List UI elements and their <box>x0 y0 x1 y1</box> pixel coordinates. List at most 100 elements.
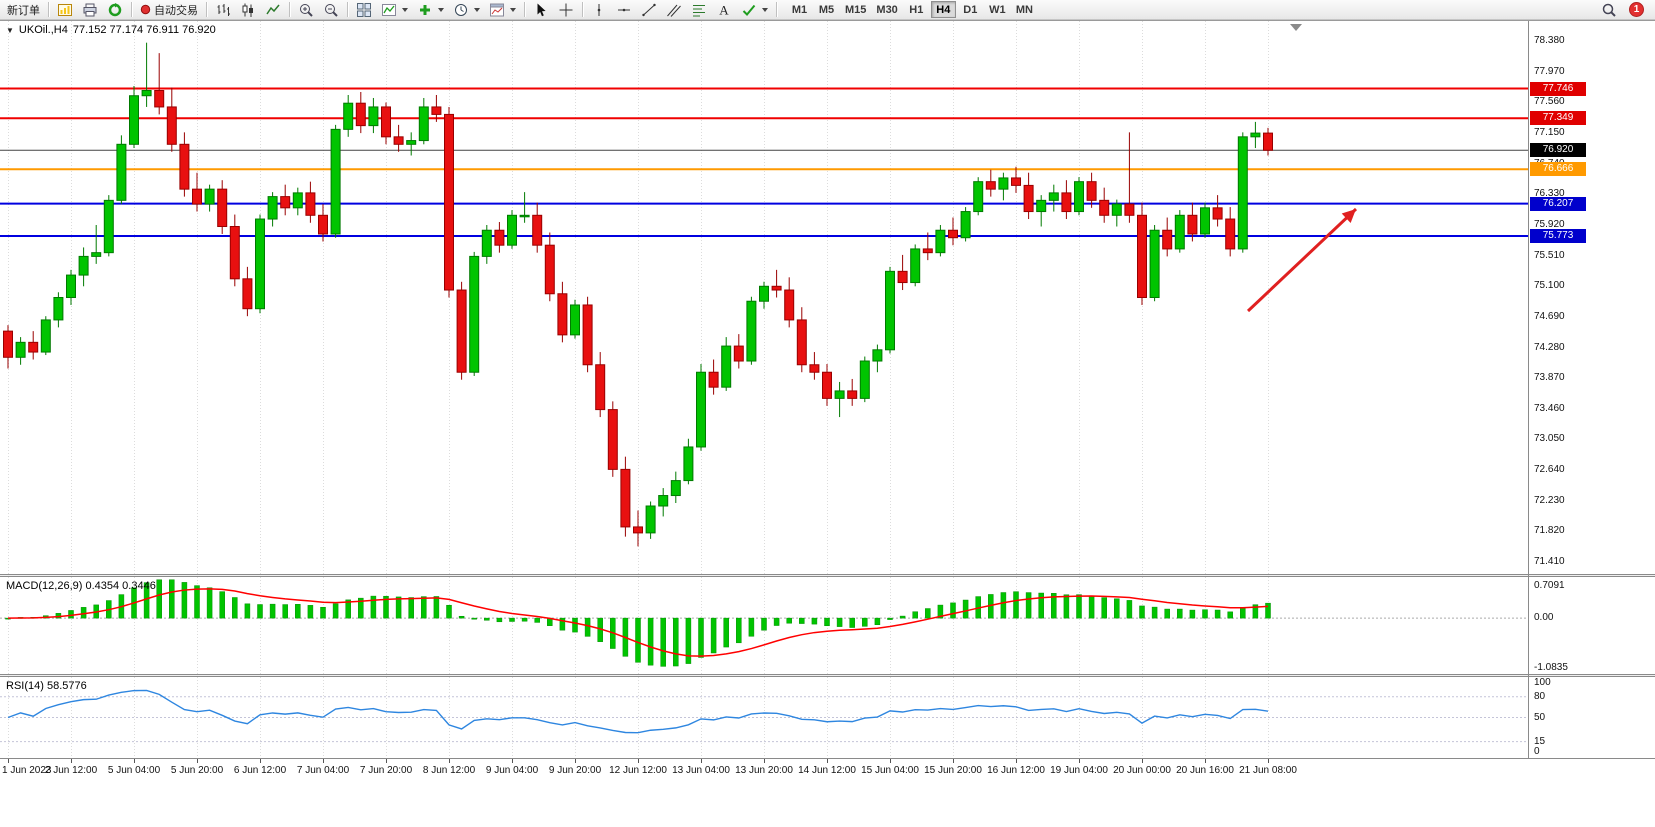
macd-canvas[interactable] <box>0 577 1528 674</box>
tile-windows-icon <box>357 2 371 17</box>
cursor-button[interactable] <box>529 1 553 19</box>
axis-label: 71.820 <box>1534 525 1565 537</box>
time-tick <box>449 759 450 763</box>
axis-label: 72.640 <box>1534 464 1565 476</box>
axis-label: 77.560 <box>1534 96 1565 108</box>
zoom-out-button[interactable] <box>319 1 343 19</box>
timeframe-button-w1[interactable]: W1 <box>985 1 1010 18</box>
indicators-button[interactable] <box>377 1 412 19</box>
rsi-panel[interactable]: RSI(14) 58.5776 <box>0 677 1528 758</box>
axis-label: 71.410 <box>1534 556 1565 568</box>
horizontal-line-icon <box>618 8 630 11</box>
time-axis-label: 5 Jun 04:00 <box>107 765 161 776</box>
refresh-icon <box>108 2 122 16</box>
timeframe-button-d1[interactable]: D1 <box>958 1 983 18</box>
toolbar: 新订单 自动交易 A M1 M5 M15 M <box>0 0 1655 20</box>
expand-arrow-icon[interactable]: ▼ <box>6 25 14 35</box>
price-badge: 76.920 <box>1530 143 1586 158</box>
horizontal-line-button[interactable] <box>612 1 636 19</box>
toolbar-separator <box>582 2 583 17</box>
time-axis-label: 20 Jun 00:00 <box>1113 765 1171 776</box>
print-icon <box>83 3 97 16</box>
axis-label: 75.100 <box>1534 280 1565 292</box>
timeframe-button-m15[interactable]: M15 <box>841 1 870 18</box>
new-chart-button[interactable] <box>53 1 77 19</box>
templates-button[interactable] <box>485 1 520 19</box>
price-axis[interactable]: 78.38077.97077.56077.15076.74076.33075.9… <box>1528 21 1655 758</box>
time-axis-label: 1 Jun 2023 <box>2 765 52 776</box>
timeframe-button-m30[interactable]: M30 <box>872 1 901 18</box>
chevron-down-icon <box>762 7 768 12</box>
line-chart-button[interactable] <box>261 1 285 19</box>
periods-button[interactable] <box>449 1 484 19</box>
timeframe-button-m5[interactable]: M5 <box>814 1 839 18</box>
ohlc-text: 77.152 77.174 76.911 76.920 <box>72 24 216 36</box>
arrows-button[interactable] <box>737 1 772 19</box>
candlestick-button[interactable] <box>236 1 260 19</box>
time-axis-label: 16 Jun 12:00 <box>987 765 1045 776</box>
notification-badge[interactable]: 1 <box>1629 2 1644 17</box>
time-tick <box>638 759 639 763</box>
new-order-button[interactable]: 新订单 <box>3 1 44 19</box>
axis-label: 76.330 <box>1534 188 1565 200</box>
time-axis-label: 15 Jun 04:00 <box>861 765 919 776</box>
time-tick <box>134 759 135 763</box>
time-tick <box>323 759 324 763</box>
timeframe-button-mn[interactable]: MN <box>1012 1 1037 18</box>
price-chart-panel[interactable]: ▼ UKOil.,H4 77.152 77.174 76.911 76.920 <box>0 21 1528 574</box>
time-axis-label: 8 Jun 12:00 <box>422 765 476 776</box>
timeframe-button-h4[interactable]: H4 <box>930 1 956 18</box>
refresh-button[interactable] <box>103 1 127 19</box>
time-axis-label: 12 Jun 12:00 <box>609 765 667 776</box>
bar-chart-icon <box>217 3 230 16</box>
time-axis-label: 20 Jun 16:00 <box>1176 765 1234 776</box>
time-axis-label: 15 Jun 20:00 <box>924 765 982 776</box>
bar-chart-button[interactable] <box>211 1 235 19</box>
axis-label: 80 <box>1534 690 1546 702</box>
trendline-button[interactable] <box>637 1 661 19</box>
chart-symbol-label: ▼ UKOil.,H4 77.152 77.174 76.911 76.920 <box>6 24 216 36</box>
autotrading-button[interactable]: 自动交易 <box>136 1 202 19</box>
timeframe-button-h1[interactable]: H1 <box>904 1 929 18</box>
toolbar-separator <box>776 2 777 17</box>
crosshair-button[interactable] <box>554 1 578 19</box>
timeframe-button-m1[interactable]: M1 <box>787 1 812 18</box>
time-axis-label: 9 Jun 20:00 <box>548 765 602 776</box>
crosshair-icon <box>559 3 573 16</box>
toolbar-separator <box>289 2 290 17</box>
tile-windows-button[interactable] <box>352 1 376 19</box>
panel-splitter[interactable] <box>0 574 1655 577</box>
vertical-line-button[interactable] <box>587 1 611 19</box>
time-tick <box>1142 759 1143 763</box>
time-tick <box>197 759 198 763</box>
rsi-canvas[interactable] <box>0 677 1528 758</box>
add-indicator-button[interactable] <box>413 1 448 19</box>
time-axis-label: 9 Jun 04:00 <box>485 765 539 776</box>
vertical-line-icon <box>597 3 601 16</box>
axis-label: 15 <box>1534 735 1546 747</box>
time-axis[interactable]: 1 Jun 2023 2 Jun 12:00 5 Jun 04:00 5 Jun 20… <box>0 758 1655 778</box>
fibonacci-button[interactable] <box>687 1 711 19</box>
time-tick <box>1268 759 1269 763</box>
axis-label: 73.870 <box>1534 372 1565 384</box>
panel-splitter[interactable] <box>0 674 1655 677</box>
time-tick <box>575 759 576 763</box>
time-tick <box>260 759 261 763</box>
toolbar-separator <box>347 2 348 17</box>
cursor-icon <box>537 3 546 16</box>
trendline-icon <box>642 3 656 16</box>
toolbar-separator <box>524 2 525 17</box>
price-chart-canvas[interactable] <box>0 21 1528 574</box>
zoom-in-button[interactable] <box>294 1 318 19</box>
text-button[interactable]: A <box>712 1 736 19</box>
toolbar-separator <box>48 2 49 17</box>
zoom-in-icon <box>300 3 313 17</box>
search-button[interactable] <box>1597 1 1621 19</box>
time-axis-label: 7 Jun 20:00 <box>359 765 413 776</box>
macd-panel[interactable]: MACD(12,26,9) 0.4354 0.3446 <box>0 577 1528 674</box>
time-axis-label: 5 Jun 20:00 <box>170 765 224 776</box>
line-chart-icon <box>266 4 280 14</box>
time-tick <box>8 759 9 763</box>
print-button[interactable] <box>78 1 102 19</box>
channel-button[interactable] <box>662 1 686 19</box>
